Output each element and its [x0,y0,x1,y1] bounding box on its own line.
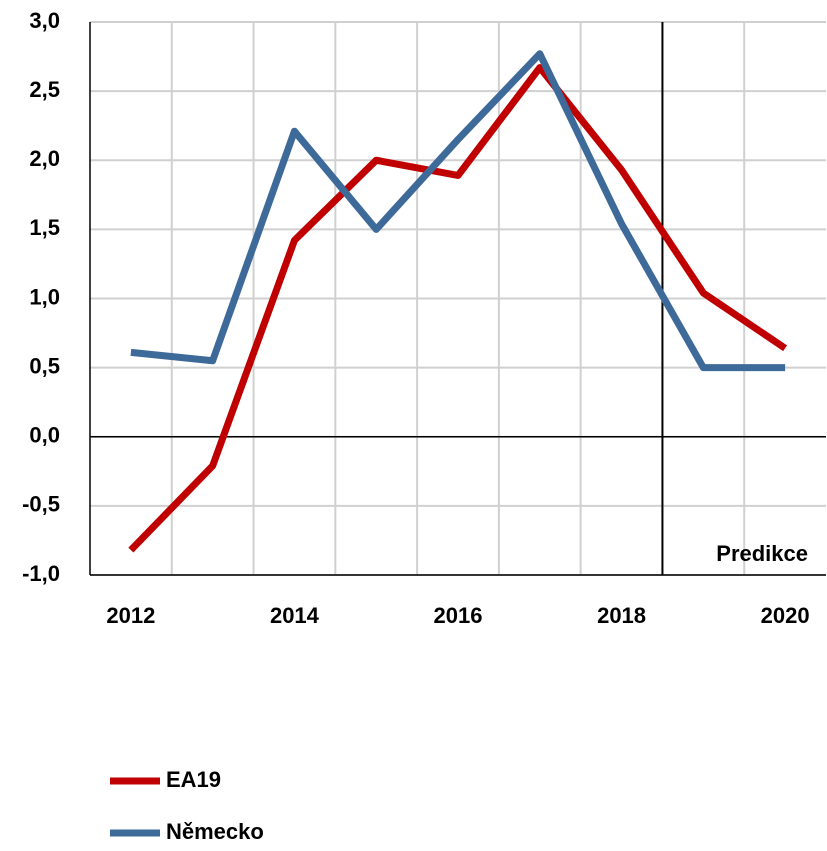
x-tick-label: 2018 [597,603,646,628]
y-tick-label: 2,5 [29,77,60,102]
x-tick-label: 2016 [434,603,483,628]
y-tick-label: 2,0 [29,146,60,171]
series-line [128,64,788,553]
y-tick-label: 1,0 [29,284,60,309]
y-tick-label: 1,5 [29,215,60,240]
x-tick-label: 2020 [761,603,810,628]
series-line [130,50,786,372]
y-tick-label: -1,0 [22,561,60,586]
x-tick-label: 2014 [270,603,320,628]
y-tick-label: 0,5 [29,353,60,378]
legend-label: Německo [166,819,264,844]
x-tick-label: 2012 [106,603,155,628]
legend-label: EA19 [166,767,221,792]
y-tick-label: 3,0 [29,8,60,33]
y-tick-label: 0,0 [29,423,60,448]
annotation: Predikce [716,541,808,566]
y-tick-label: -0,5 [22,492,60,517]
